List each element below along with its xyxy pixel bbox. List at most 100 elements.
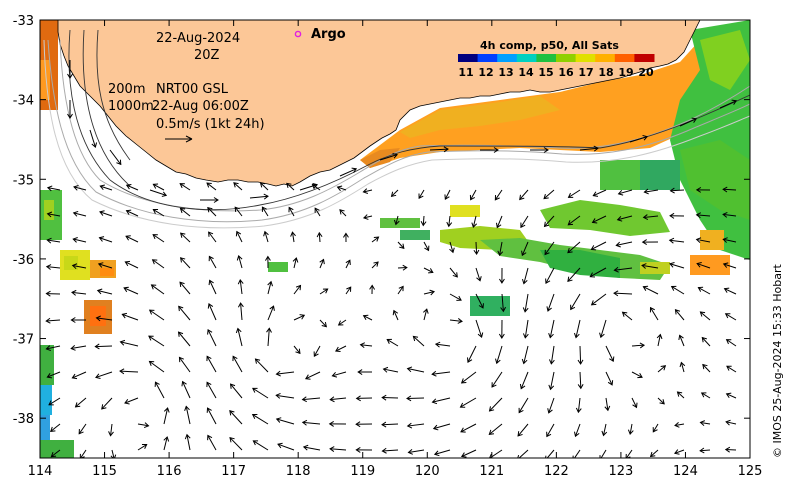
- velocity-arrow-head: [695, 237, 702, 244]
- velocity-arrow: [97, 290, 113, 295]
- velocity-arrow-head: [277, 442, 283, 449]
- velocity-arrow-head: [544, 249, 550, 256]
- velocity-arrow-head: [722, 237, 728, 243]
- velocity-arrow: [80, 449, 87, 458]
- velocity-arrow-head: [261, 206, 267, 212]
- velocity-arrow-head: [642, 285, 649, 291]
- velocity-arrow: [548, 397, 555, 414]
- velocity-arrow-head: [267, 280, 273, 287]
- velocity-arrow: [337, 186, 347, 191]
- velocity-arrow: [670, 189, 685, 192]
- velocity-arrow: [641, 264, 659, 269]
- velocity-arrow-head: [275, 392, 281, 399]
- velocity-arrow-head: [206, 182, 212, 188]
- velocity-arrow: [657, 397, 665, 405]
- velocity-arrow: [95, 371, 113, 378]
- lat-tick-label: -34: [13, 94, 34, 109]
- velocity-arrow-head: [98, 236, 105, 242]
- velocity-arrow-head: [434, 341, 441, 348]
- velocity-arrow-head: [301, 419, 308, 426]
- argo-legend-label: Argo: [311, 27, 346, 42]
- velocity-arrow: [345, 286, 352, 295]
- velocity-arrow-head: [96, 288, 103, 295]
- velocity-arrow: [386, 339, 399, 347]
- velocity-arrow-head: [101, 404, 107, 410]
- velocity-arrow-head: [398, 285, 404, 292]
- velocity-arrow-head: [78, 429, 84, 435]
- lon-tick-label: 116: [157, 464, 182, 479]
- velocity-arrow-head: [725, 419, 731, 426]
- velocity-arrow: [418, 189, 425, 199]
- velocity-arrow: [330, 448, 347, 451]
- velocity-arrow: [149, 309, 165, 321]
- velocity-arrow-head: [143, 422, 150, 429]
- velocity-arrow: [153, 183, 165, 191]
- velocity-arrow-head: [275, 417, 282, 423]
- velocity-arrow: [95, 345, 113, 348]
- velocity-arrow-head: [116, 159, 122, 166]
- velocity-arrow: [520, 215, 529, 228]
- velocity-arrow: [318, 232, 321, 243]
- colorbar-label: 20: [638, 66, 654, 79]
- velocity-arrow-head: [236, 254, 243, 261]
- velocity-arrow: [314, 207, 321, 217]
- velocity-arrow-head: [459, 402, 466, 408]
- velocity-arrow-head: [577, 359, 584, 365]
- velocity-arrow-head: [424, 245, 430, 252]
- velocity-arrow-head: [678, 334, 684, 341]
- velocity-arrow: [677, 391, 685, 399]
- velocity-arrow: [335, 345, 347, 352]
- velocity-arrow: [71, 291, 87, 295]
- velocity-arrow-head: [259, 182, 266, 188]
- velocity-arrow: [185, 406, 191, 425]
- colorbar-label: 13: [498, 66, 513, 79]
- velocity-arrow: [423, 291, 435, 295]
- velocity-arrow-head: [181, 380, 187, 387]
- velocity-arrow-head: [373, 236, 380, 242]
- velocity-arrow: [151, 284, 165, 295]
- velocity-arrow-head: [637, 372, 643, 379]
- velocity-arrow: [617, 215, 633, 221]
- velocity-arrow: [475, 319, 483, 338]
- velocity-arrow-head: [406, 422, 413, 429]
- velocity-arrow: [338, 319, 347, 326]
- velocity-arrow-head: [152, 234, 158, 240]
- velocity-arrow-head: [649, 451, 656, 458]
- velocity-arrow: [288, 207, 295, 217]
- velocity-arrow: [267, 281, 272, 295]
- velocity-arrow: [47, 213, 61, 217]
- velocity-arrow: [206, 356, 217, 373]
- velocity-arrow: [163, 436, 168, 451]
- velocity-arrow: [330, 397, 347, 401]
- velocity-arrow-head: [489, 453, 495, 458]
- velocity-arrow-head: [702, 363, 708, 370]
- velocity-arrow-head: [674, 309, 681, 315]
- velocity-arrow: [407, 368, 425, 373]
- velocity-arrow: [110, 423, 113, 436]
- velocity-arrow: [293, 257, 297, 269]
- velocity-arrow: [303, 446, 321, 451]
- velocity-arrow-head: [94, 343, 100, 350]
- velocity-arrow: [614, 267, 633, 271]
- velocity-arrow-head: [488, 406, 495, 412]
- velocity-arrow: [590, 267, 607, 278]
- velocity-arrow: [726, 365, 737, 373]
- velocity-arrow-head: [234, 206, 240, 212]
- velocity-arrow-head: [613, 266, 619, 273]
- velocity-arrow-head: [590, 300, 597, 306]
- colorbar-swatch: [516, 54, 537, 62]
- velocity-arrow-head: [548, 332, 554, 339]
- velocity-arrow: [98, 263, 113, 269]
- velocity-arrow: [153, 209, 165, 217]
- velocity-arrow: [545, 267, 555, 284]
- velocity-arrow: [208, 256, 217, 269]
- velocity-arrow-head: [71, 373, 78, 380]
- velocity-arrow: [208, 303, 217, 321]
- velocity-arrow: [267, 328, 270, 347]
- velocity-arrow: [524, 319, 529, 338]
- velocity-arrow-head: [660, 365, 667, 371]
- velocity-arrow: [488, 423, 503, 435]
- velocity-arrow-head: [517, 431, 523, 437]
- velocity-arrow: [519, 189, 529, 200]
- velocity-arrow-head: [275, 370, 281, 377]
